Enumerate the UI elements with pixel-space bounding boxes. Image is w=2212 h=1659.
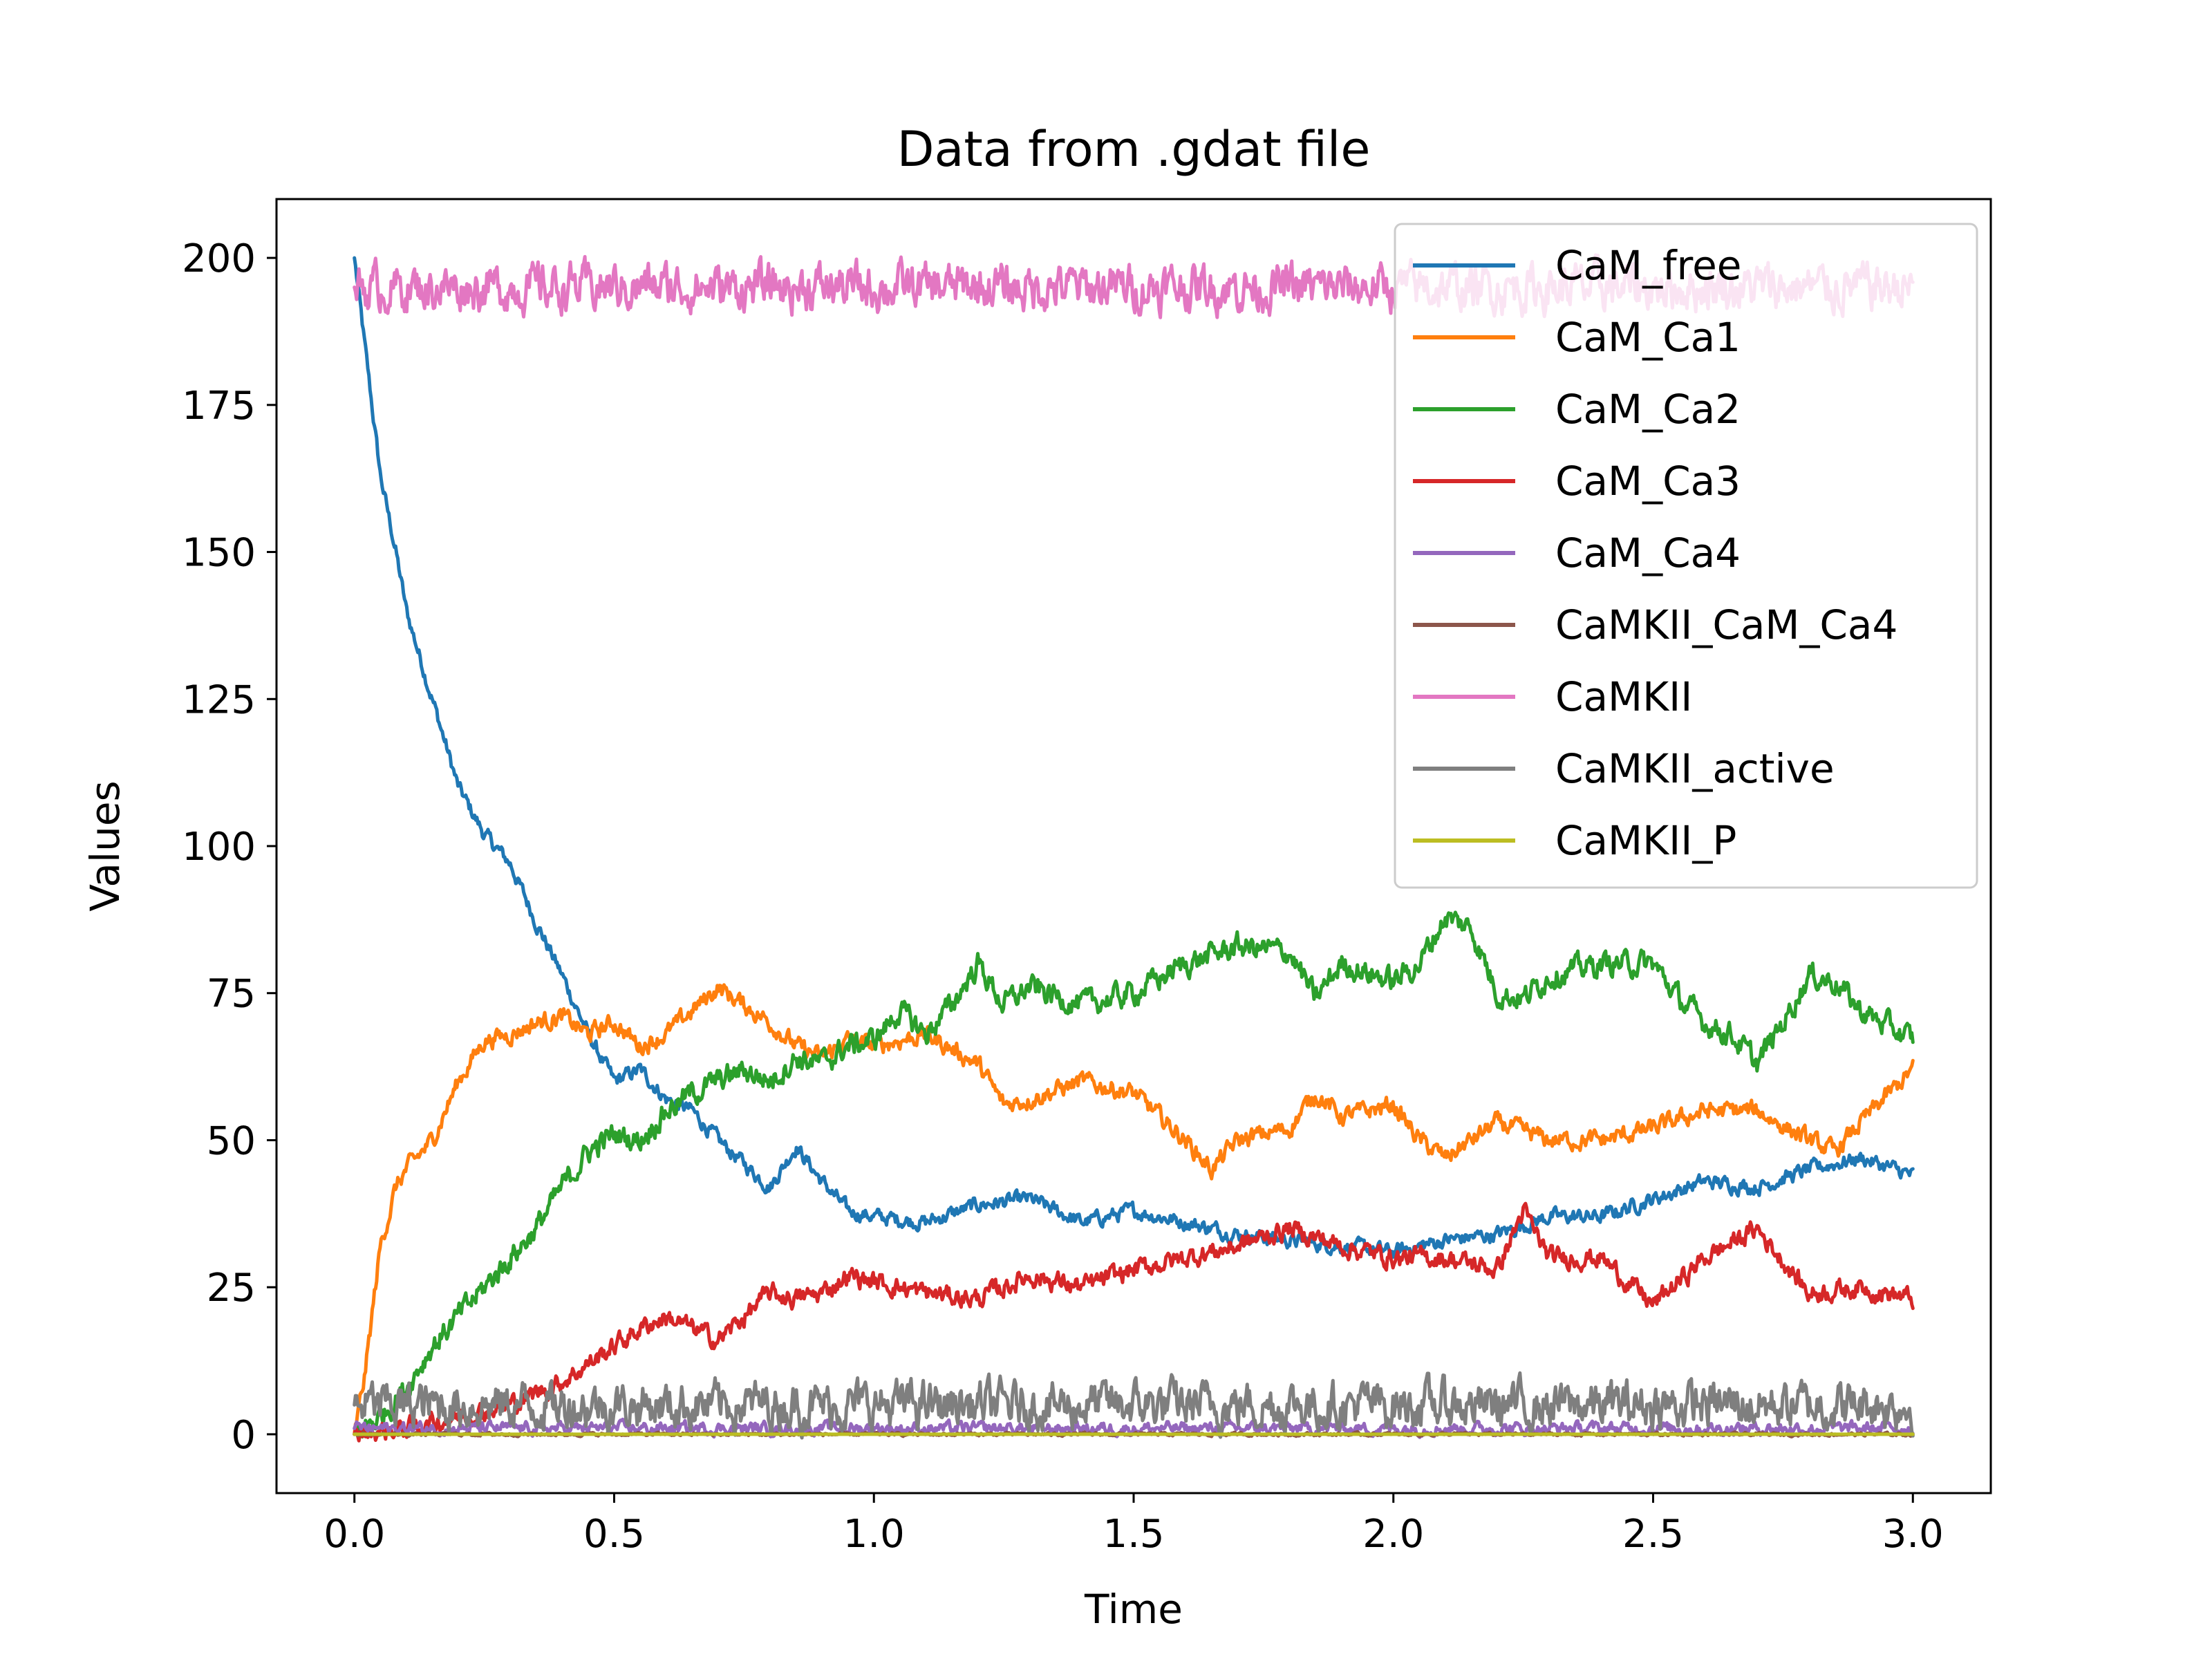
legend-label: CaM_Ca1 xyxy=(1555,314,1741,361)
series-line-cam-ca3 xyxy=(353,1201,1915,1443)
legend-label: CaMKII_CaM_Ca4 xyxy=(1555,601,1897,648)
x-tick-label: 1.0 xyxy=(843,1512,905,1557)
legend-label: CaMKII xyxy=(1555,673,1692,720)
y-tick-label: 100 xyxy=(182,825,256,870)
x-tick-label: 2.5 xyxy=(1622,1512,1684,1557)
series-line-cam-ca1 xyxy=(353,983,1915,1436)
x-tick-label: 0.0 xyxy=(324,1512,385,1557)
y-tick-label: 150 xyxy=(182,531,256,576)
series-line-cam-free xyxy=(353,256,1915,1259)
x-tick-label: 0.5 xyxy=(583,1512,645,1557)
series-line-cam-ca2 xyxy=(353,910,1915,1439)
legend-box xyxy=(1394,223,1978,889)
y-axis: 0 25 50 75 100 125 150 175 200 xyxy=(182,236,276,1458)
legend-label: CaM_Ca3 xyxy=(1555,458,1741,505)
y-axis-label: Values xyxy=(82,780,129,912)
x-tick-label: 2.0 xyxy=(1362,1512,1424,1557)
x-axis-label: Time xyxy=(1084,1586,1183,1633)
legend-label: CaMKII_active xyxy=(1555,745,1835,792)
x-tick-label: 1.5 xyxy=(1103,1512,1164,1557)
legend: CaM_free CaM_Ca1 CaM_Ca2 CaM_Ca3 CaM_Ca4 CaMK… xyxy=(1394,223,1978,889)
y-tick-label: 75 xyxy=(207,972,256,1017)
y-tick-label: 175 xyxy=(182,384,256,429)
y-tick-label: 0 xyxy=(231,1413,256,1458)
y-tick-label: 25 xyxy=(207,1266,256,1311)
series-line-camkii-active xyxy=(353,1371,1915,1440)
legend-entries: CaM_free CaM_Ca1 CaM_Ca2 CaM_Ca3 CaM_Ca4 CaMK… xyxy=(1413,242,1897,864)
y-tick-label: 200 xyxy=(182,236,256,281)
chart-title: Data from .gdat file xyxy=(897,121,1371,178)
y-tick-label: 125 xyxy=(182,677,256,722)
legend-label: CaM_free xyxy=(1555,242,1741,289)
x-axis: 0.0 0.5 1.0 1.5 2.0 2.5 3.0 xyxy=(324,1493,1944,1557)
y-tick-label: 50 xyxy=(207,1118,256,1163)
legend-label: CaM_Ca2 xyxy=(1555,386,1741,433)
legend-label: CaM_Ca4 xyxy=(1555,529,1741,577)
legend-label: CaMKII_P xyxy=(1555,817,1736,864)
x-tick-label: 3.0 xyxy=(1882,1512,1944,1557)
